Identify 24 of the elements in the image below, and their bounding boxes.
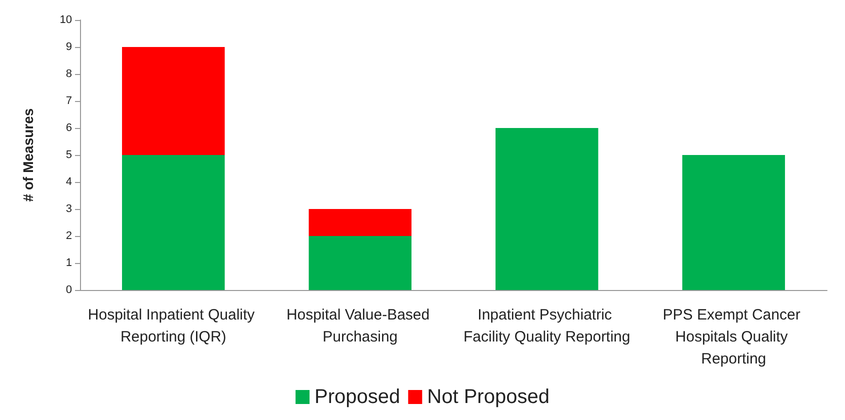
y-tick-label: 8 — [66, 68, 72, 80]
y-tick-label: 5 — [66, 149, 72, 161]
y-tick-label: 1 — [66, 257, 72, 269]
y-tick-label: 10 — [60, 14, 72, 26]
y-tick-label: 7 — [66, 95, 72, 107]
y-tick-label: 2 — [66, 230, 72, 242]
x-tick-label: Hospital Value-Based Purchasing — [286, 306, 434, 346]
y-tick-label: 6 — [66, 122, 72, 134]
bar — [122, 155, 225, 290]
y-axis-title: # of Measures — [20, 108, 36, 202]
bar — [308, 236, 412, 290]
x-tick-label: PPS Exempt Cancer Hospitals Quality Reporting — [662, 306, 804, 368]
legend-label: Proposed — [314, 386, 400, 408]
bar — [496, 128, 598, 290]
y-tick-label: 3 — [66, 203, 72, 215]
y-tick-label: 4 — [66, 176, 72, 188]
legend-label: Not Proposed — [427, 386, 550, 408]
bar — [308, 209, 412, 236]
x-tick-label: Hospital Inpatient Quality Reporting (IQR) — [88, 306, 259, 346]
bar — [122, 47, 225, 155]
y-tick-label: 0 — [66, 284, 72, 296]
y-tick-label: 9 — [66, 41, 72, 53]
x-tick-label: Inpatient Psychiatric Facility Quality Reporting — [464, 306, 630, 346]
bar — [682, 155, 785, 290]
